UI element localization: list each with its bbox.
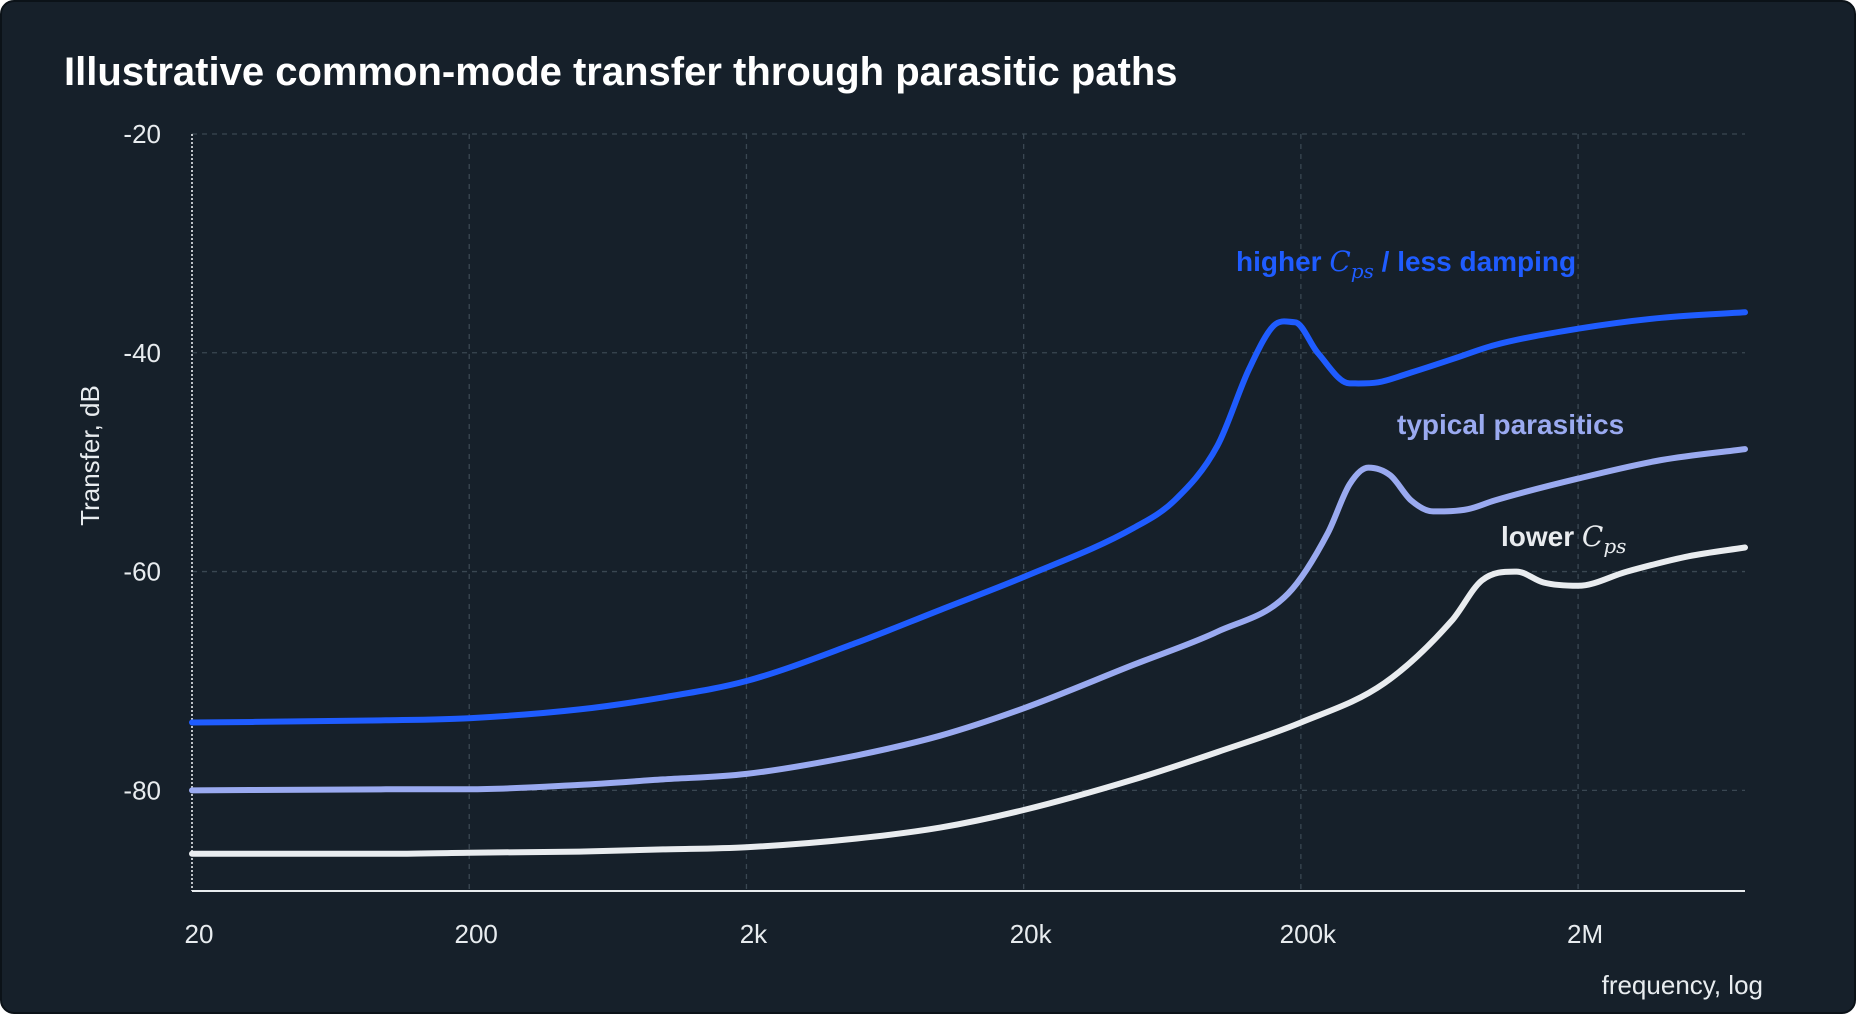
series-label-high-cps: higher Cps / less damping — [1236, 245, 1576, 283]
series-label-typical: typical parasitics — [1397, 409, 1624, 440]
x-tick-label: 200 — [455, 919, 498, 949]
x-axis-title: frequency, log — [1602, 970, 1763, 1000]
y-axis-title: Transfer, dB — [75, 385, 105, 526]
x-tick-label: 200k — [1280, 919, 1337, 949]
chart-title: Illustrative common-mode transfer throug… — [64, 50, 1178, 94]
x-tick-label: 2M — [1567, 919, 1603, 949]
x-tick-label: 2k — [740, 919, 768, 949]
y-tick-label: -20 — [123, 119, 161, 149]
x-tick-label: 20k — [1010, 919, 1053, 949]
series-line-high-cps — [189, 309, 1748, 726]
series-line-typical — [189, 446, 1748, 794]
y-tick-label: -60 — [123, 557, 161, 587]
series-line-low-cps — [189, 544, 1748, 857]
y-tick-label: -40 — [123, 338, 161, 368]
series-label-low-cps: lower Cps — [1501, 520, 1626, 558]
x-tick-label: 20 — [185, 919, 214, 949]
y-tick-label: -80 — [123, 775, 161, 805]
